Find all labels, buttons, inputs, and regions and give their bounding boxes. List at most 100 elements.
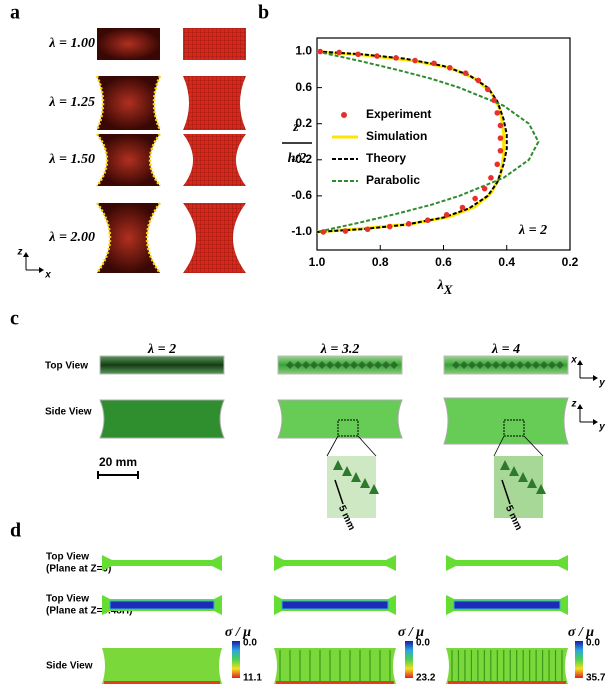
wrinkle — [536, 484, 546, 494]
label: x — [570, 355, 577, 366]
panel-label: a — [10, 2, 20, 24]
label: 23.2 — [416, 673, 436, 684]
label: 11.1 — [243, 673, 262, 684]
data-point — [431, 60, 437, 67]
label: Simulation — [366, 129, 427, 143]
mid-plane-core — [281, 600, 389, 610]
wrinkle — [516, 361, 524, 369]
wrinkle — [310, 361, 318, 369]
wrinkle — [524, 361, 532, 369]
specimen-photo — [97, 203, 160, 273]
x-tick-label: 0.6 — [435, 255, 452, 269]
data-line — [316, 50, 508, 233]
data-point — [462, 70, 469, 76]
colorbar — [575, 641, 583, 678]
wrinkle — [342, 361, 350, 369]
axis-arrow — [577, 360, 598, 381]
label: (Plane at Z=0.48H) — [46, 606, 132, 617]
specimen-mesh — [183, 203, 246, 273]
label: λ = 1.00 — [48, 36, 95, 51]
wrinkle — [350, 361, 358, 369]
wrinkle — [351, 472, 361, 482]
data-point — [424, 217, 431, 224]
label: Side View — [46, 661, 93, 672]
top-view-sim — [446, 555, 568, 571]
data-point — [472, 195, 478, 202]
data-point — [447, 64, 453, 71]
label: y — [598, 378, 605, 389]
wrinkle — [369, 484, 379, 494]
yellow-markers — [96, 133, 161, 187]
wrinkle — [500, 361, 508, 369]
x-label-main: λ — [437, 278, 444, 293]
data-point — [320, 229, 327, 235]
wrinkle — [382, 361, 390, 369]
side-view-photo — [99, 399, 225, 439]
label: Top View — [46, 552, 89, 563]
specimen-mesh — [183, 134, 246, 186]
data-point — [386, 223, 393, 230]
wrinkle — [500, 460, 510, 470]
top-view-sim — [274, 555, 396, 571]
label: z — [571, 399, 577, 410]
y-tick-label: 0.6 — [295, 80, 312, 94]
data-point — [481, 185, 488, 192]
y-tick-label: -0.6 — [291, 188, 312, 202]
label: Side View — [45, 407, 92, 418]
top-view-sim — [102, 555, 222, 571]
zoom-box — [503, 419, 525, 437]
data-point — [494, 110, 501, 116]
panel-label: d — [10, 520, 21, 542]
wrinkle — [302, 361, 310, 369]
data-point — [405, 221, 412, 227]
panel-label: b — [258, 2, 269, 24]
specimen-photo — [97, 28, 160, 60]
wrinkle — [318, 361, 326, 369]
label: z — [292, 120, 299, 135]
side-view-sim — [446, 648, 568, 684]
label: h/2 — [288, 151, 307, 166]
label: λ = 3.2 — [320, 342, 360, 357]
label: λ = 2.00 — [48, 230, 95, 245]
inset-scale — [501, 479, 511, 505]
wrinkle — [342, 466, 352, 476]
label: Parabolic — [366, 173, 420, 187]
data-point — [342, 228, 349, 234]
wrinkle — [492, 361, 500, 369]
wrinkle — [366, 361, 374, 369]
axis-arrow — [577, 404, 598, 425]
mid-plane-core — [109, 600, 215, 610]
yellow-markers — [95, 202, 162, 274]
legend-swatch — [341, 112, 347, 118]
zoom-box — [337, 419, 359, 437]
data-point — [484, 86, 491, 93]
wrinkle — [532, 361, 540, 369]
wrinkle — [452, 361, 460, 369]
label: σ / μ — [398, 625, 424, 640]
data-point — [412, 57, 418, 64]
data-point — [475, 77, 482, 84]
wrinkle — [286, 361, 294, 369]
label: 35.7 — [586, 673, 606, 684]
wrinkle — [476, 361, 484, 369]
wrinkle — [527, 478, 537, 488]
label: σ / μ — [225, 625, 251, 640]
label: (Plane at Z=0) — [46, 564, 111, 575]
label: 0.0 — [586, 638, 600, 649]
wrinkle — [460, 361, 468, 369]
data-point — [336, 49, 342, 56]
wrinkle — [518, 472, 528, 482]
side-view-edge — [104, 681, 220, 684]
specimen-mesh — [183, 76, 246, 130]
label: 0.0 — [416, 638, 430, 649]
y-tick-label: 0.2 — [295, 116, 312, 130]
data-point — [459, 204, 466, 211]
wrinkle — [509, 466, 519, 476]
data-point — [491, 97, 497, 104]
colorbar — [405, 641, 413, 678]
wrinkle — [294, 361, 302, 369]
axis-arrow — [23, 252, 44, 273]
specimen-photo — [97, 76, 160, 130]
side-view-edge — [448, 681, 566, 684]
data-point — [497, 135, 504, 141]
